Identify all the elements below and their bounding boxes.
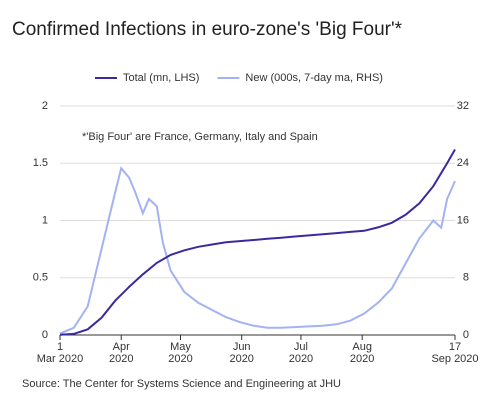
x-tick-label-line: Jun bbox=[233, 341, 251, 353]
x-tick-label-line: 2020 bbox=[289, 353, 313, 365]
legend-label: Total (mn, LHS) bbox=[123, 72, 199, 84]
x-tick-label-line: Jul bbox=[294, 341, 308, 353]
x-tick-label: Aug 2020 bbox=[350, 341, 374, 365]
y2-tick-label: 0 bbox=[463, 329, 469, 341]
x-tick-label-line: Sep 2020 bbox=[431, 353, 478, 365]
x-tick-label: Apr 2020 bbox=[109, 341, 133, 365]
series-line bbox=[59, 166, 456, 335]
y-tick-label: 1 bbox=[42, 214, 48, 226]
x-tick-label-line: 17 bbox=[449, 341, 461, 353]
y-tick-label: 0.5 bbox=[33, 272, 48, 284]
y2-tick-label: 32 bbox=[457, 100, 469, 112]
y-tick-label: 2 bbox=[42, 100, 48, 112]
x-tick-label-line: Aug bbox=[352, 341, 372, 353]
x-tick-label: 1 Mar 2020 bbox=[37, 341, 83, 365]
x-tick-label-line: 1 bbox=[57, 341, 63, 353]
x-tick-label-line: 2020 bbox=[229, 353, 253, 365]
y2-tick-label: 8 bbox=[463, 272, 469, 284]
x-tick-label-line: 2020 bbox=[168, 353, 192, 365]
y2-tick-label: 16 bbox=[457, 214, 469, 226]
y2-tick-label: 24 bbox=[457, 157, 469, 169]
legend-label: New (000s, 7-day ma, RHS) bbox=[245, 72, 383, 84]
y-tick-label: 0 bbox=[42, 329, 48, 341]
x-tick-label-line: Mar 2020 bbox=[37, 353, 83, 365]
annotation: *'Big Four' are France, Germany, Italy a… bbox=[82, 131, 318, 143]
x-tick-label-line: 2020 bbox=[109, 353, 133, 365]
y-tick-label: 1.5 bbox=[33, 157, 48, 169]
series-line bbox=[59, 149, 456, 336]
x-tick-label: Jul 2020 bbox=[289, 341, 313, 365]
x-tick-label-line: 2020 bbox=[350, 353, 374, 365]
source: Source: The Center for Systems Science a… bbox=[22, 378, 341, 390]
x-tick-label-line: May bbox=[170, 341, 191, 353]
x-tick-label-line: Apr bbox=[113, 341, 130, 353]
x-tick-label: 17 Sep 2020 bbox=[431, 341, 478, 365]
x-tick-label: May 2020 bbox=[168, 341, 192, 365]
x-tick-label: Jun 2020 bbox=[229, 341, 253, 365]
chart-title: Confirmed Infections in euro-zone's 'Big… bbox=[12, 19, 403, 40]
